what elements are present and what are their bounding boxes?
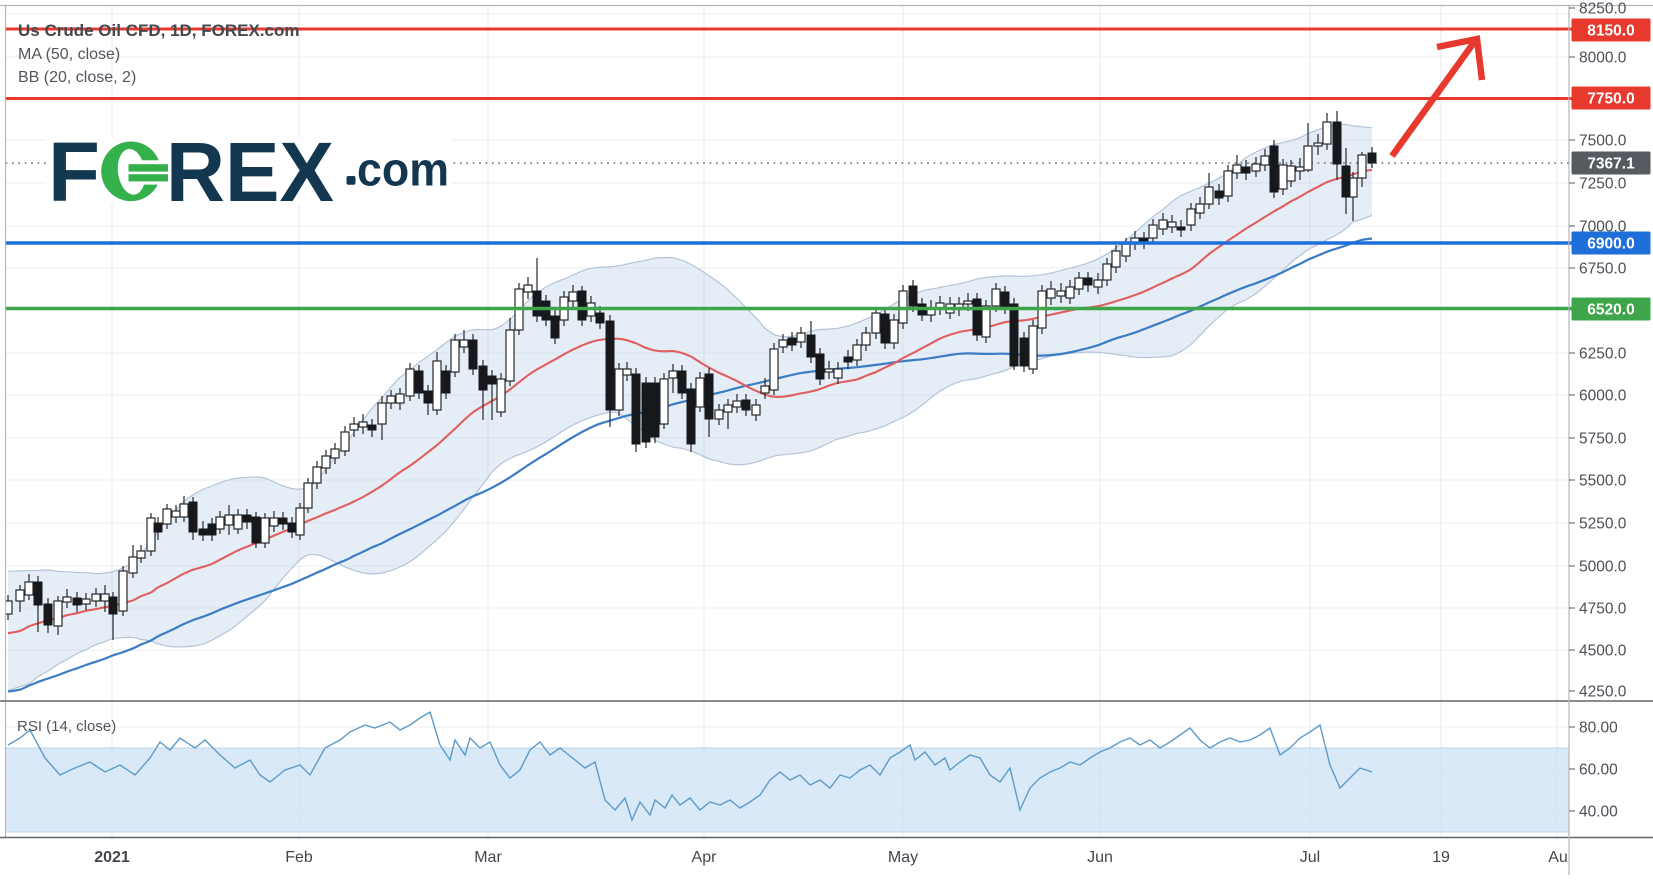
svg-text:REX: REX [166,125,334,219]
svg-text:Apr: Apr [692,849,718,866]
svg-text:com: com [357,143,449,196]
svg-text:MA (50, close): MA (50, close) [18,46,120,63]
svg-text:60.00: 60.00 [1579,762,1618,779]
svg-text:80.00: 80.00 [1579,720,1618,737]
svg-text:6250.0: 6250.0 [1579,346,1627,363]
svg-text:7750.0: 7750.0 [1587,91,1634,108]
svg-text:2021: 2021 [94,849,130,866]
svg-text:5750.0: 5750.0 [1579,431,1627,448]
svg-text:8000.0: 8000.0 [1579,50,1627,67]
svg-text:6000.0: 6000.0 [1579,388,1627,405]
svg-text:40.00: 40.00 [1579,804,1618,821]
svg-text:6900.0: 6900.0 [1587,236,1634,253]
svg-text:5000.0: 5000.0 [1579,559,1627,576]
svg-text:4500.0: 4500.0 [1579,643,1627,660]
svg-text:5250.0: 5250.0 [1579,516,1627,533]
svg-text:Jul: Jul [1300,849,1320,866]
svg-text:7367.1: 7367.1 [1587,156,1635,173]
svg-text:Mar: Mar [474,849,502,866]
svg-text:6750.0: 6750.0 [1579,261,1627,278]
svg-text:4750.0: 4750.0 [1579,601,1627,618]
svg-text:8250.0: 8250.0 [1579,1,1627,18]
svg-text:May: May [888,849,918,866]
svg-text:4250.0: 4250.0 [1579,684,1627,701]
svg-text:7500.0: 7500.0 [1579,133,1627,150]
svg-text:Au: Au [1548,849,1568,866]
svg-text:19: 19 [1432,849,1450,866]
svg-text:5500.0: 5500.0 [1579,473,1627,490]
svg-text:6520.0: 6520.0 [1587,302,1634,319]
svg-text:7000.0: 7000.0 [1579,219,1627,236]
svg-text:BB (20, close, 2): BB (20, close, 2) [18,69,136,86]
svg-text:7250.0: 7250.0 [1579,176,1627,193]
svg-text:F: F [48,125,100,219]
svg-text:RSI (14, close): RSI (14, close) [17,718,116,735]
svg-text:Jun: Jun [1087,849,1113,866]
svg-text:Feb: Feb [285,849,313,866]
svg-text:8150.0: 8150.0 [1587,23,1634,40]
svg-text:Us Crude Oil CFD, 1D, FOREX.co: Us Crude Oil CFD, 1D, FOREX.com [18,21,300,40]
